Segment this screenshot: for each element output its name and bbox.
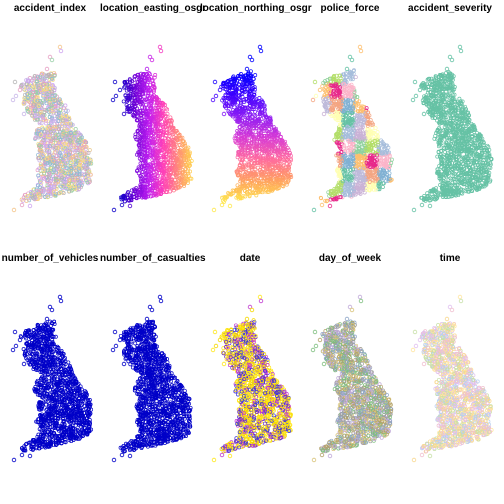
accident-point bbox=[122, 100, 125, 103]
accident-point bbox=[113, 80, 117, 84]
map-plot-area bbox=[100, 0, 200, 250]
accident-point bbox=[222, 112, 226, 116]
accident-point bbox=[45, 67, 49, 71]
accident-point bbox=[150, 58, 154, 62]
point-markers bbox=[311, 45, 393, 212]
accident-point bbox=[23, 93, 26, 96]
accident-point bbox=[249, 70, 252, 73]
accident-point bbox=[28, 204, 32, 208]
accident-point bbox=[158, 45, 162, 49]
panel-title: location_easting_osgr bbox=[100, 3, 200, 14]
panel-title: location_northing_osgr bbox=[200, 3, 300, 14]
map-plot-area bbox=[200, 0, 300, 250]
accident-point bbox=[13, 80, 17, 84]
point-markers bbox=[11, 45, 93, 212]
accident-point bbox=[50, 58, 54, 62]
accident-point bbox=[14, 94, 18, 98]
accident-point bbox=[120, 203, 124, 207]
accident-point bbox=[250, 58, 254, 62]
accident-point bbox=[258, 96, 261, 99]
accident-point bbox=[136, 114, 139, 117]
accident-point bbox=[59, 49, 63, 53]
accident-point bbox=[18, 88, 22, 92]
map-panel-accident-index: accident_index bbox=[0, 0, 100, 250]
accident-point bbox=[11, 98, 15, 102]
accident-point bbox=[186, 170, 189, 173]
accident-point bbox=[112, 208, 116, 212]
accident-point bbox=[114, 94, 118, 98]
accident-point bbox=[212, 208, 216, 212]
accident-point bbox=[145, 67, 149, 71]
accident-point bbox=[243, 161, 246, 164]
accident-point bbox=[139, 162, 142, 165]
accident-point bbox=[258, 45, 262, 49]
accident-point bbox=[22, 112, 26, 116]
accident-point bbox=[220, 203, 224, 207]
accident-point bbox=[381, 185, 384, 188]
map-panel-location-northing-osgr: location_northing_osgr bbox=[200, 0, 300, 250]
map-panel-police-force: police_force bbox=[300, 0, 400, 250]
map-plot-area bbox=[300, 0, 400, 250]
map-panel-location-easting-osgr: location_easting_osgr bbox=[100, 0, 200, 250]
point-markers bbox=[211, 45, 293, 212]
accident-point bbox=[58, 45, 62, 49]
accident-point bbox=[12, 208, 16, 212]
accident-point bbox=[20, 203, 24, 207]
accident-point bbox=[169, 190, 172, 193]
point-markers bbox=[111, 45, 193, 212]
accident-point bbox=[111, 98, 115, 102]
accident-point bbox=[245, 67, 249, 71]
accident-point bbox=[228, 204, 232, 208]
accident-point bbox=[118, 88, 122, 92]
accident-point bbox=[159, 49, 163, 53]
map-plot-area bbox=[0, 0, 100, 250]
accident-point bbox=[214, 94, 218, 98]
accident-point bbox=[74, 127, 77, 130]
accident-point bbox=[254, 74, 257, 77]
accident-point bbox=[211, 98, 215, 102]
panel-title: accident_index bbox=[0, 3, 100, 14]
accident-point bbox=[128, 204, 132, 208]
accident-point bbox=[218, 88, 222, 92]
accident-point bbox=[259, 49, 263, 53]
accident-point bbox=[213, 80, 217, 84]
accident-point bbox=[145, 103, 148, 106]
accident-point bbox=[122, 112, 126, 116]
accident-point bbox=[374, 127, 377, 130]
accident-point bbox=[388, 172, 391, 175]
accident-point bbox=[376, 131, 379, 134]
accident-point bbox=[354, 76, 357, 79]
